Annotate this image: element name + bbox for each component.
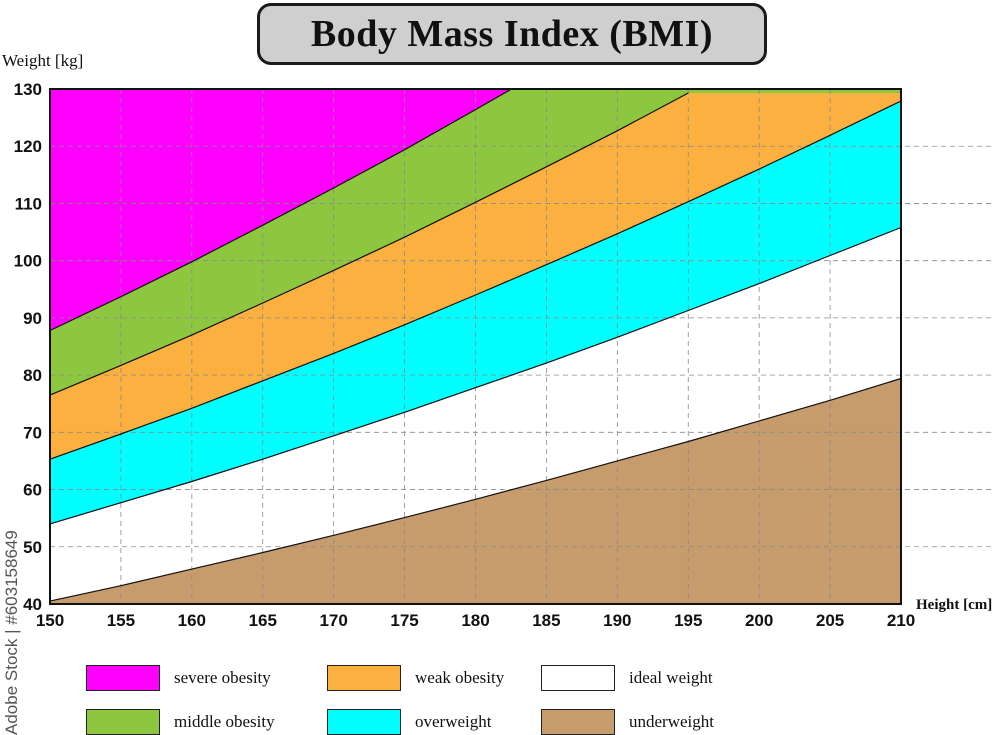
x-tick-label: 150 bbox=[36, 611, 64, 630]
y-axis-ticks: 40 50 60 70 80 90 100 110 120 130 bbox=[14, 80, 42, 614]
legend-label: middle obesity bbox=[174, 712, 275, 731]
bmi-boundary-line bbox=[49, 377, 902, 602]
x-tick-label: 170 bbox=[319, 611, 347, 630]
legend-label: underweight bbox=[629, 712, 714, 731]
legend-swatch bbox=[327, 665, 401, 691]
bmi-boundary-line bbox=[49, 88, 512, 332]
bmi-boundary-lines bbox=[49, 88, 902, 602]
plot-frame bbox=[49, 88, 902, 605]
y-axis-label: Weight [kg] bbox=[2, 51, 83, 70]
x-tick-label: 155 bbox=[107, 611, 135, 630]
legend-swatch bbox=[86, 709, 160, 735]
legend-item-severe-obesity: severe obesity bbox=[86, 665, 271, 691]
x-tick-label: 160 bbox=[178, 611, 206, 630]
bmi-bands bbox=[50, 89, 901, 604]
stock-watermark: Adobe Stock | #603158649 bbox=[2, 530, 21, 735]
legend-label: ideal weight bbox=[629, 668, 713, 687]
legend-item-ideal-weight: ideal weight bbox=[541, 665, 713, 691]
legend-label: severe obesity bbox=[174, 668, 271, 687]
x-tick-label: 185 bbox=[532, 611, 560, 630]
y-tick-label: 50 bbox=[23, 538, 42, 557]
x-tick-label: 195 bbox=[674, 611, 702, 630]
legend-item-weak-obesity: weak obesity bbox=[327, 665, 504, 691]
legend-item-overweight: overweight bbox=[327, 709, 491, 735]
legend-swatch bbox=[541, 665, 615, 691]
legend-item-underweight: underweight bbox=[541, 709, 714, 735]
x-tick-label: 165 bbox=[249, 611, 277, 630]
x-tick-label: 210 bbox=[887, 611, 915, 630]
x-tick-label: 205 bbox=[816, 611, 844, 630]
bmi-boundary-line bbox=[49, 100, 902, 460]
y-tick-label: 60 bbox=[23, 481, 42, 500]
x-tick-label: 200 bbox=[745, 611, 773, 630]
legend-swatch bbox=[327, 709, 401, 735]
band-underweight bbox=[50, 378, 901, 604]
legend-label: weak obesity bbox=[415, 668, 505, 687]
legend-item-middle-obesity: middle obesity bbox=[86, 709, 275, 735]
y-tick-label: 110 bbox=[15, 194, 42, 213]
x-axis-ticks: 150 155 160 165 170 175 180 185 190 195 200 205 210 bbox=[36, 611, 915, 630]
grid-lines bbox=[50, 89, 991, 604]
chart-title-box: Body Mass Index (BMI) bbox=[257, 3, 767, 65]
x-axis-label: Height [cm] bbox=[916, 597, 992, 613]
band-severe-obesity bbox=[50, 89, 512, 331]
x-tick-label: 180 bbox=[461, 611, 489, 630]
y-tick-label: 80 bbox=[23, 366, 42, 385]
legend-label: overweight bbox=[415, 712, 492, 731]
x-tick-label: 175 bbox=[390, 611, 418, 630]
y-tick-label: 100 bbox=[14, 252, 42, 271]
chart-title: Body Mass Index (BMI) bbox=[310, 13, 714, 55]
y-tick-label: 130 bbox=[14, 80, 42, 99]
x-tick-label: 190 bbox=[603, 611, 631, 630]
legend-swatch bbox=[541, 709, 615, 735]
y-tick-label: 70 bbox=[23, 423, 42, 442]
y-tick-label: 120 bbox=[14, 137, 42, 156]
y-tick-label: 90 bbox=[23, 309, 42, 328]
y-tick-label: 40 bbox=[23, 595, 42, 614]
bmi-boundary-line bbox=[49, 226, 902, 525]
bmi-boundary-line bbox=[49, 92, 689, 396]
legend-swatch bbox=[86, 665, 160, 691]
